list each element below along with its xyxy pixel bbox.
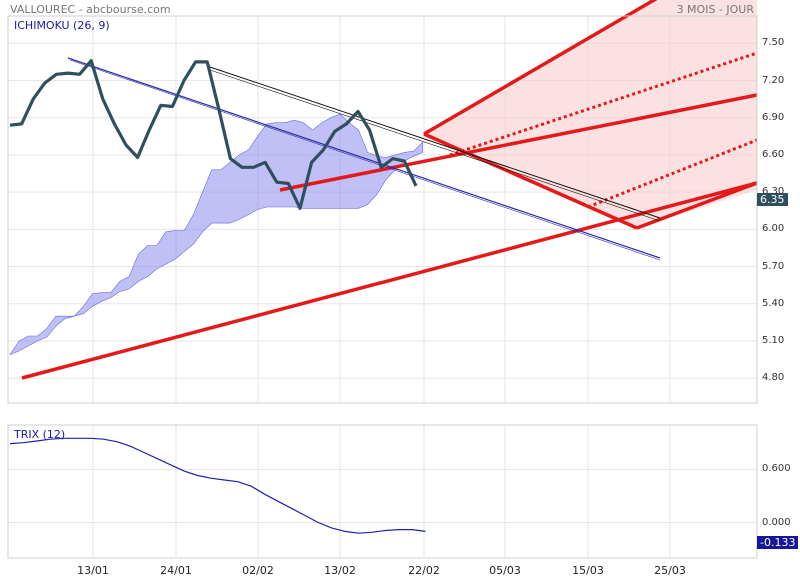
y-tick-main-7: 5.40 [762,297,785,309]
x-tick-5: 05/03 [489,564,521,577]
channel-lower-line [21,181,758,380]
last-price-badge: 6.35 [757,193,788,206]
ichimoku-cloud [9,113,423,356]
annotation-lines-layer [21,0,758,380]
y-tick-main-6: 5.70 [762,260,785,272]
last-trix-badge: -0.133 [757,536,799,549]
black-trend-line [209,66,661,219]
price-series-line [9,59,418,210]
channel-shading [424,0,757,228]
trix-panel-title: TRIX (12) [14,428,66,441]
y-tick-trix-1: 0.000 [762,516,791,528]
y-tick-main-9: 4.80 [762,372,785,384]
ichimoku-cloud-layer [9,113,423,356]
y-tick-trix-0: 0.600 [762,463,791,475]
y-tick-main-4: 6.30 [762,186,785,198]
blue-trend-line [67,57,661,259]
panel-frames [7,15,758,559]
x-tick-7: 25/03 [654,564,686,577]
channel-lower-dotted [587,138,758,209]
header-period: 3 MOIS - JOUR [676,3,754,16]
channel-median-line [279,93,758,192]
channel-upper-line [423,0,658,136]
x-tick-6: 15/03 [572,564,604,577]
x-tick-0: 13/01 [77,564,109,577]
channel-cross-line [423,132,638,230]
price-line-layer [9,59,418,210]
x-tick-4: 22/02 [408,564,440,577]
trix-panel-frame [7,424,758,559]
y-tick-main-8: 5.10 [762,334,785,346]
y-tick-main-0: 7.50 [762,37,785,49]
y-tick-main-2: 6.90 [762,111,785,123]
y-tick-main-5: 6.00 [762,223,785,235]
x-tick-2: 02/02 [242,564,274,577]
black-trend-line-2 [209,69,661,222]
y-tick-main-3: 6.60 [762,148,785,160]
y-tick-main-1: 7.20 [762,74,785,86]
grid [8,16,757,558]
trix-series-line [9,437,426,534]
x-tick-1: 24/01 [160,564,192,577]
ichimoku-panel-title: ICHIMOKU (26, 9) [14,19,110,32]
main-panel-frame [7,15,758,404]
channel-tail-line [636,181,758,230]
blue-trend-line-2 [69,59,661,261]
trix-line-layer [9,437,426,534]
header-title: VALLOUREC - abcbourse.com [10,3,171,16]
x-tick-3: 13/02 [324,564,356,577]
